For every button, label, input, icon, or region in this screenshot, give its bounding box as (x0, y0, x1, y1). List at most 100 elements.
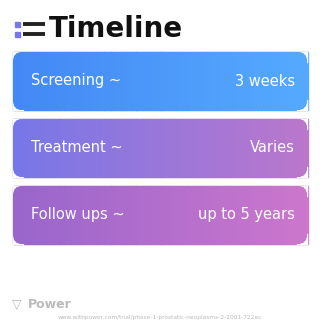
Bar (225, 186, 227, 244)
Bar (133, 186, 135, 244)
Bar (38, 52, 40, 110)
Bar (301, 119, 303, 177)
Bar (292, 119, 294, 177)
Bar (173, 52, 175, 110)
Bar (142, 52, 144, 110)
Bar (61, 52, 63, 110)
Bar (128, 52, 130, 110)
Bar (212, 119, 213, 177)
Bar (282, 52, 284, 110)
Bar (153, 52, 155, 110)
Bar (222, 52, 224, 110)
Bar (66, 119, 68, 177)
Bar (91, 186, 93, 244)
Bar (51, 52, 53, 110)
Bar (34, 119, 36, 177)
Bar (167, 52, 169, 110)
Bar (162, 119, 164, 177)
Bar (150, 119, 152, 177)
Bar (106, 186, 108, 244)
Bar (225, 186, 227, 244)
Bar (153, 186, 155, 244)
Bar (125, 52, 127, 110)
Bar (195, 186, 197, 244)
Bar (64, 186, 67, 244)
Bar (169, 186, 171, 244)
Bar (242, 119, 244, 177)
Bar (270, 52, 272, 110)
Bar (131, 186, 132, 244)
Bar (303, 119, 305, 177)
Bar (131, 52, 132, 110)
Bar (185, 119, 187, 177)
Bar (44, 119, 46, 177)
Bar (32, 52, 34, 110)
Bar (184, 52, 186, 110)
Bar (54, 52, 56, 110)
Bar (301, 52, 303, 110)
Bar (95, 119, 97, 177)
Bar (244, 52, 246, 110)
Bar (256, 119, 258, 177)
Bar (254, 119, 256, 177)
Bar (235, 186, 237, 244)
Bar (198, 52, 200, 110)
Bar (180, 186, 182, 244)
Bar (92, 186, 94, 244)
Bar (278, 119, 280, 177)
Bar (113, 52, 115, 110)
Bar (179, 186, 181, 244)
Bar (276, 119, 278, 177)
Bar (20, 119, 22, 177)
Bar (188, 119, 190, 177)
Bar (157, 52, 159, 110)
Bar (187, 186, 188, 244)
Bar (75, 52, 77, 110)
Bar (147, 119, 149, 177)
Bar (164, 52, 166, 110)
Bar (295, 119, 297, 177)
Bar (297, 52, 299, 110)
Bar (184, 186, 186, 244)
Bar (111, 186, 114, 244)
Bar (295, 52, 297, 110)
Bar (47, 119, 49, 177)
Bar (92, 119, 94, 177)
Bar (97, 119, 99, 177)
Bar (304, 52, 306, 110)
Bar (36, 119, 38, 177)
Bar (25, 52, 27, 110)
Bar (106, 119, 108, 177)
Bar (275, 186, 276, 244)
Bar (95, 186, 97, 244)
Bar (150, 186, 152, 244)
Bar (214, 186, 216, 244)
Bar (64, 119, 67, 177)
Bar (163, 119, 165, 177)
Bar (129, 186, 131, 244)
Bar (48, 52, 50, 110)
Bar (267, 119, 269, 177)
Bar (200, 186, 202, 244)
Bar (82, 119, 84, 177)
Bar (184, 119, 186, 177)
Bar (103, 186, 105, 244)
Bar (180, 186, 182, 244)
Bar (167, 186, 169, 244)
Bar (230, 186, 233, 244)
Bar (61, 119, 63, 177)
Bar (228, 52, 229, 110)
Bar (126, 119, 128, 177)
Bar (98, 119, 100, 177)
Bar (250, 119, 252, 177)
Bar (116, 119, 118, 177)
Bar (54, 119, 56, 177)
Bar (179, 186, 181, 244)
Bar (266, 119, 268, 177)
Bar (56, 186, 58, 244)
Bar (25, 186, 27, 244)
Bar (286, 119, 288, 177)
Bar (108, 52, 110, 110)
Bar (141, 186, 143, 244)
Bar (86, 119, 88, 177)
